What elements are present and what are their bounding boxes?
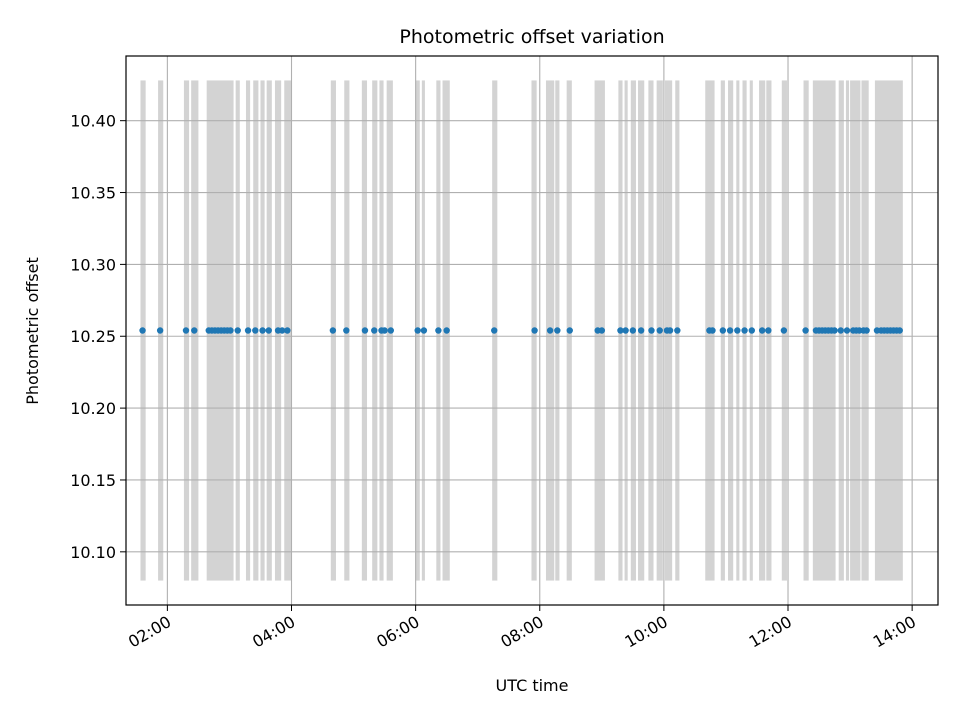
- data-point-0-37: [598, 327, 606, 334]
- data-point-0-30: [443, 327, 450, 334]
- data-point-0-28: [420, 327, 428, 334]
- data-point-0-12: [234, 327, 241, 334]
- data-point-0-16: [265, 327, 272, 334]
- data-point-0-56: [780, 327, 788, 334]
- data-point-0-27: [414, 327, 421, 334]
- data-point-0-3: [191, 327, 198, 334]
- y-axis-label: Photometric offset: [23, 257, 42, 405]
- chart-title: Photometric offset variation: [399, 26, 664, 48]
- y-tick-label-5: 10.35: [70, 184, 116, 203]
- data-point-0-50: [726, 327, 734, 334]
- data-point-0-14: [252, 327, 259, 334]
- data-points: [139, 327, 903, 334]
- data-point-0-79: [896, 327, 903, 334]
- data-point-0-35: [566, 327, 573, 334]
- data-point-0-54: [758, 327, 766, 334]
- data-point-0-45: [666, 327, 674, 334]
- data-point-0-40: [629, 327, 637, 334]
- data-point-0-57: [802, 327, 809, 334]
- data-point-0-66: [843, 327, 851, 334]
- y-tick-label-6: 10.40: [70, 112, 116, 131]
- data-point-0-29: [435, 327, 442, 334]
- data-point-0-23: [371, 327, 378, 334]
- data-point-0-22: [361, 327, 369, 334]
- data-point-0-51: [734, 327, 741, 334]
- data-point-0-32: [531, 327, 538, 334]
- data-point-0-26: [387, 327, 395, 334]
- data-point-0-1: [156, 327, 164, 334]
- data-point-0-65: [837, 327, 844, 334]
- data-point-0-53: [748, 327, 756, 334]
- data-point-0-33: [546, 327, 554, 334]
- y-tick-label-2: 10.20: [70, 399, 116, 418]
- data-point-0-18: [278, 327, 286, 334]
- data-point-0-2: [182, 327, 190, 334]
- data-point-0-39: [622, 327, 629, 334]
- data-point-0-55: [765, 327, 772, 334]
- grid-lines: [126, 56, 938, 605]
- data-point-0-13: [244, 327, 252, 334]
- data-point-0-19: [284, 327, 291, 334]
- x-axis-label: UTC time: [496, 676, 569, 695]
- data-point-0-11: [227, 327, 234, 334]
- data-point-0-71: [863, 327, 870, 334]
- y-tick-label-0: 10.10: [70, 543, 116, 562]
- data-point-0-43: [656, 327, 663, 334]
- y-axis-ticks: 10.10 10.15 10.20 10.25 10.30 10.35 10.40: [70, 112, 126, 562]
- y-tick-label-1: 10.15: [70, 471, 116, 490]
- y-tick-label-4: 10.30: [70, 255, 116, 274]
- data-point-0-34: [554, 327, 561, 334]
- data-point-0-15: [259, 327, 266, 334]
- data-point-0-38: [617, 327, 624, 334]
- data-point-0-42: [648, 327, 655, 334]
- data-point-0-46: [674, 327, 681, 334]
- data-point-0-49: [719, 327, 727, 334]
- data-point-0-41: [637, 327, 645, 334]
- data-point-0-48: [709, 327, 716, 334]
- plot-frame: [125, 55, 939, 606]
- data-point-0-0: [139, 327, 146, 334]
- data-point-0-31: [491, 327, 498, 334]
- y-tick-label-3: 10.25: [70, 327, 116, 346]
- data-point-0-21: [343, 327, 350, 334]
- data-point-0-52: [741, 327, 748, 334]
- data-point-0-20: [329, 327, 337, 334]
- data-point-0-64: [831, 327, 838, 334]
- data-point-0-25: [381, 327, 388, 334]
